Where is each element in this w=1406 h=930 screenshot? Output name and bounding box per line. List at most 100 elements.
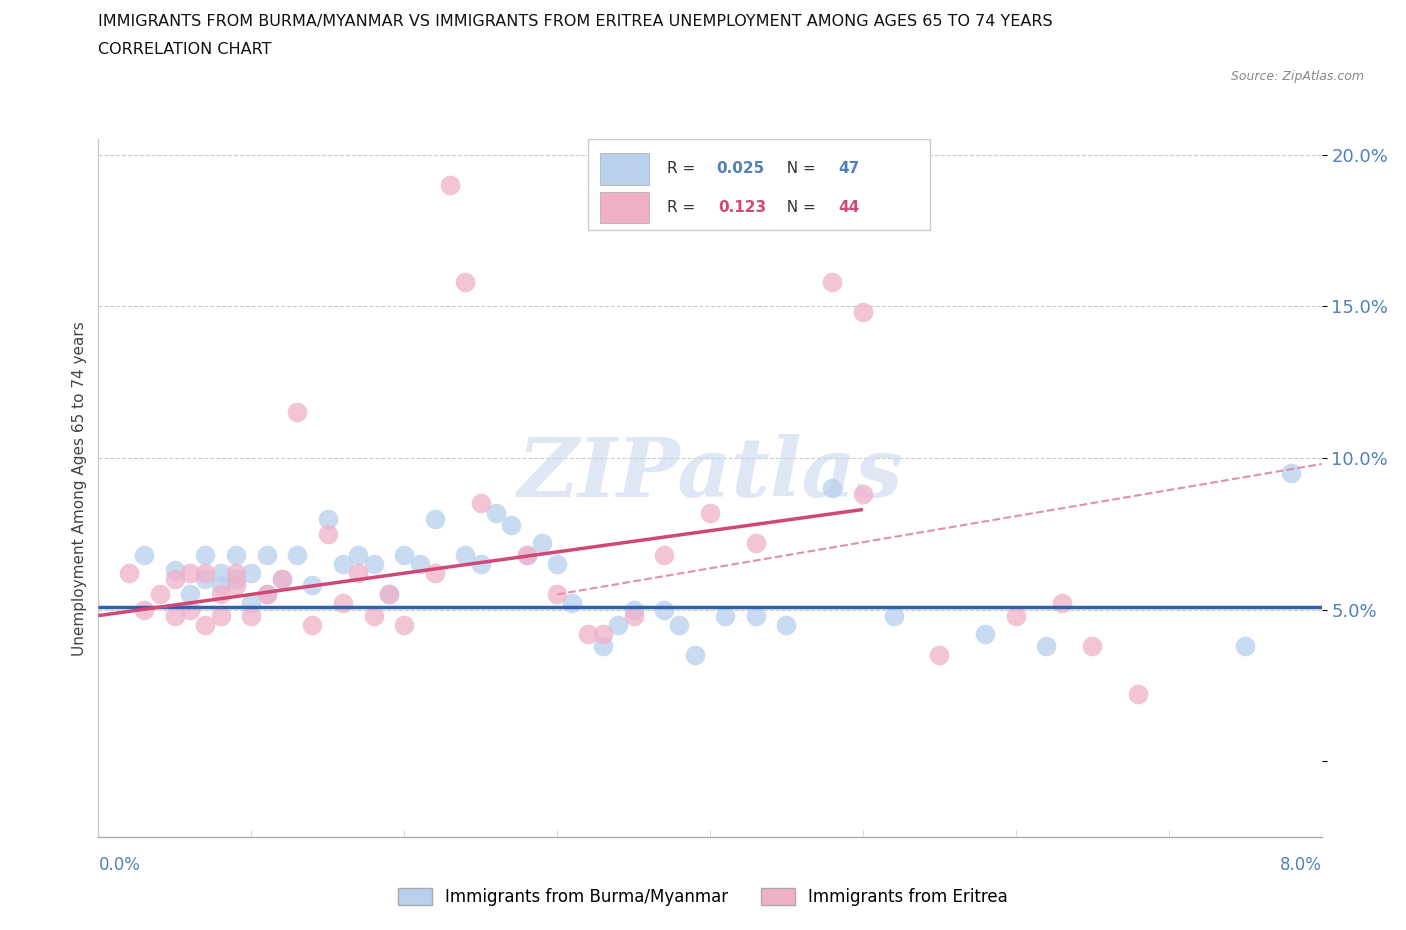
Text: 44: 44 [838, 200, 859, 216]
Point [470, 557, 492, 572]
Text: 0.0%: 0.0% [98, 856, 141, 873]
Point [256, 587, 278, 602]
Point [179, 587, 201, 602]
Point [501, 517, 523, 532]
Point [439, 178, 461, 193]
Legend: Immigrants from Burma/Myanmar, Immigrants from Eritrea: Immigrants from Burma/Myanmar, Immigrant… [391, 881, 1015, 912]
Point [1050, 596, 1073, 611]
Point [1035, 639, 1057, 654]
Point [576, 627, 599, 642]
Point [1004, 608, 1026, 623]
Point [163, 572, 186, 587]
Point [530, 536, 553, 551]
Point [470, 496, 492, 511]
Text: CORRELATION CHART: CORRELATION CHART [98, 42, 271, 57]
Point [745, 608, 768, 623]
Point [316, 512, 339, 526]
Point [423, 565, 446, 580]
Point [134, 548, 156, 563]
Point [378, 587, 401, 602]
Point [316, 526, 339, 541]
Point [194, 565, 217, 580]
Point [240, 565, 263, 580]
Point [652, 548, 675, 563]
Point [194, 572, 217, 587]
Point [1234, 639, 1257, 654]
Text: R =: R = [668, 161, 700, 177]
Point [485, 505, 508, 520]
Point [225, 578, 247, 592]
Point [775, 618, 797, 632]
Point [928, 647, 950, 662]
Point [209, 578, 232, 592]
Point [118, 565, 141, 580]
Point [392, 618, 416, 632]
Point [363, 608, 385, 623]
Point [454, 274, 477, 289]
Y-axis label: Unemployment Among Ages 65 to 74 years: Unemployment Among Ages 65 to 74 years [72, 321, 87, 656]
Point [209, 587, 232, 602]
Point [852, 305, 875, 320]
Point [240, 608, 263, 623]
Point [194, 548, 217, 563]
Point [623, 602, 645, 617]
Text: IMMIGRANTS FROM BURMA/MYANMAR VS IMMIGRANTS FROM ERITREA UNEMPLOYMENT AMONG AGES: IMMIGRANTS FROM BURMA/MYANMAR VS IMMIGRA… [98, 14, 1053, 29]
Point [607, 618, 630, 632]
Point [683, 647, 706, 662]
Point [821, 274, 844, 289]
Text: N =: N = [778, 200, 821, 216]
Point [194, 618, 217, 632]
Point [209, 608, 232, 623]
Text: N =: N = [778, 161, 821, 177]
Point [347, 548, 370, 563]
Point [546, 557, 568, 572]
Point [408, 557, 430, 572]
Point [974, 627, 997, 642]
Point [668, 618, 690, 632]
Text: 47: 47 [838, 161, 859, 177]
Point [652, 602, 675, 617]
Point [852, 487, 875, 502]
FancyBboxPatch shape [600, 153, 648, 185]
Text: Source: ZipAtlas.com: Source: ZipAtlas.com [1230, 70, 1364, 83]
Point [225, 572, 247, 587]
Point [821, 481, 844, 496]
Point [225, 565, 247, 580]
Point [332, 596, 354, 611]
Point [225, 548, 247, 563]
Point [699, 505, 721, 520]
Point [516, 548, 538, 563]
Text: 0.123: 0.123 [718, 200, 766, 216]
Text: 8.0%: 8.0% [1279, 856, 1322, 873]
Point [149, 587, 172, 602]
Text: 0.025: 0.025 [716, 161, 765, 177]
Point [256, 548, 278, 563]
Point [301, 578, 323, 592]
Point [546, 587, 568, 602]
Text: ZIPatlas: ZIPatlas [517, 434, 903, 514]
Point [209, 565, 232, 580]
Point [592, 627, 614, 642]
Point [454, 548, 477, 563]
Point [347, 565, 370, 580]
Point [270, 572, 294, 587]
Point [561, 596, 583, 611]
Point [179, 565, 201, 580]
FancyBboxPatch shape [588, 140, 931, 231]
Text: R =: R = [668, 200, 706, 216]
Point [1279, 466, 1302, 481]
Point [883, 608, 905, 623]
Point [592, 639, 614, 654]
Point [301, 618, 323, 632]
Point [1128, 687, 1150, 702]
Point [163, 608, 186, 623]
Point [163, 563, 186, 578]
Point [134, 602, 156, 617]
Point [1081, 639, 1104, 654]
Point [270, 572, 294, 587]
Point [378, 587, 401, 602]
Point [179, 602, 201, 617]
Point [392, 548, 416, 563]
Point [363, 557, 385, 572]
Point [256, 587, 278, 602]
